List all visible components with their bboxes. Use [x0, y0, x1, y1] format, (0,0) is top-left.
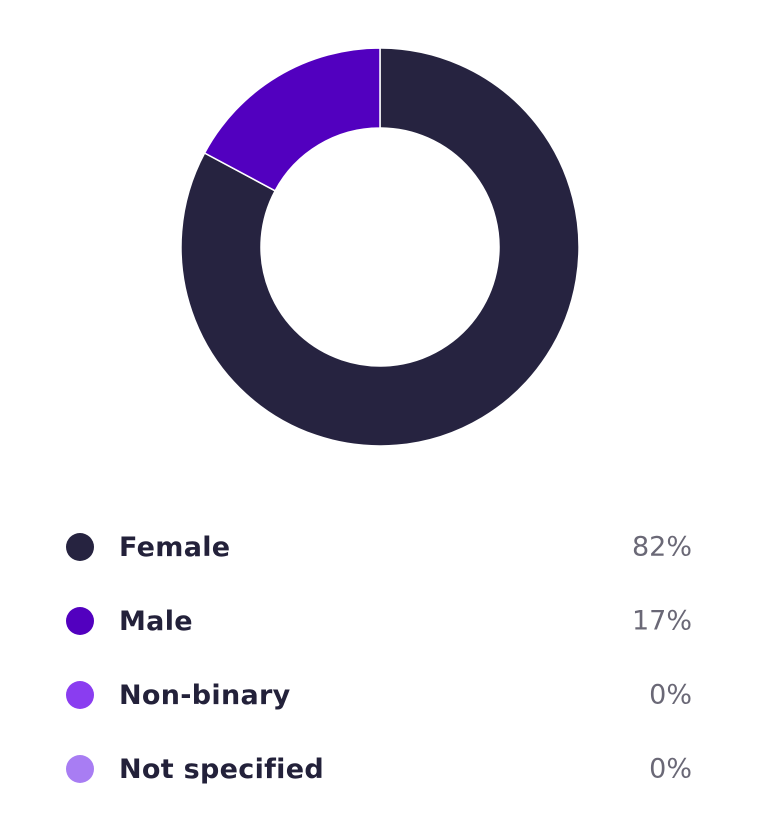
legend-label-male: Male	[119, 605, 193, 637]
legend-label-non-binary: Non-binary	[119, 679, 291, 711]
legend-item-female: Female 82%	[66, 510, 692, 584]
legend-swatch-non-binary	[66, 681, 94, 709]
donut-slice-female	[180, 47, 580, 447]
legend-value-male: 17%	[631, 605, 692, 637]
donut-chart-svg	[180, 47, 580, 447]
legend-value-non-binary: 0%	[649, 679, 692, 711]
legend-item-not-specified: Not specified 0%	[66, 732, 692, 806]
chart-legend: Female 82% Male 17% Non-binary 0% Not sp…	[66, 510, 692, 806]
legend-swatch-female	[66, 533, 94, 561]
donut-chart	[180, 47, 580, 447]
donut-slice-male	[203, 47, 381, 192]
legend-value-female: 82%	[631, 531, 692, 563]
legend-label-female: Female	[119, 531, 231, 563]
legend-item-non-binary: Non-binary 0%	[66, 658, 692, 732]
legend-item-male: Male 17%	[66, 584, 692, 658]
legend-label-not-specified: Not specified	[119, 753, 324, 785]
legend-swatch-male	[66, 607, 94, 635]
legend-value-not-specified: 0%	[649, 753, 692, 785]
legend-swatch-not-specified	[66, 755, 94, 783]
